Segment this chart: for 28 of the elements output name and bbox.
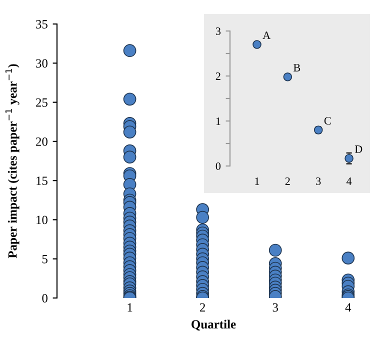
annotation: C — [324, 117, 331, 125]
x-tick-label: 4 — [346, 178, 352, 185]
y-tick-label: 2 — [216, 72, 220, 80]
x-tick-label: 4 — [345, 303, 352, 312]
y-tick-label: 15 — [36, 176, 48, 186]
x-tick-label: 2 — [285, 177, 290, 185]
annotation: B — [294, 64, 300, 72]
x-axis-title: Quartile — [192, 320, 236, 330]
y-tick-label: 0 — [42, 294, 48, 302]
y-tick-label: 30 — [36, 59, 48, 68]
annotation: A — [262, 32, 270, 39]
y-tick-label: 0 — [216, 162, 221, 170]
x-tick-label: 3 — [272, 303, 278, 312]
point — [252, 40, 262, 49]
y-tick-label: 35 — [36, 20, 48, 28]
y-tick-label: 20 — [36, 137, 48, 146]
x-tick-label: 2 — [200, 303, 206, 312]
annotation: D — [354, 146, 362, 153]
x-tick-label: 1 — [128, 303, 132, 312]
x-tick-label: 3 — [316, 177, 321, 185]
x-tick-label: 1 — [255, 177, 260, 185]
point — [283, 72, 292, 82]
y-tick-label: 3 — [216, 27, 221, 35]
y-tick-label: 10 — [36, 216, 48, 224]
y-tick-label: 1 — [216, 118, 220, 125]
y-axis-title: Paper impact (cites paper$^{−1}$ year$^{−1}$) — [5, 64, 20, 258]
y-tick-label: 25 — [36, 98, 48, 107]
y-tick-label: 5 — [42, 255, 48, 264]
